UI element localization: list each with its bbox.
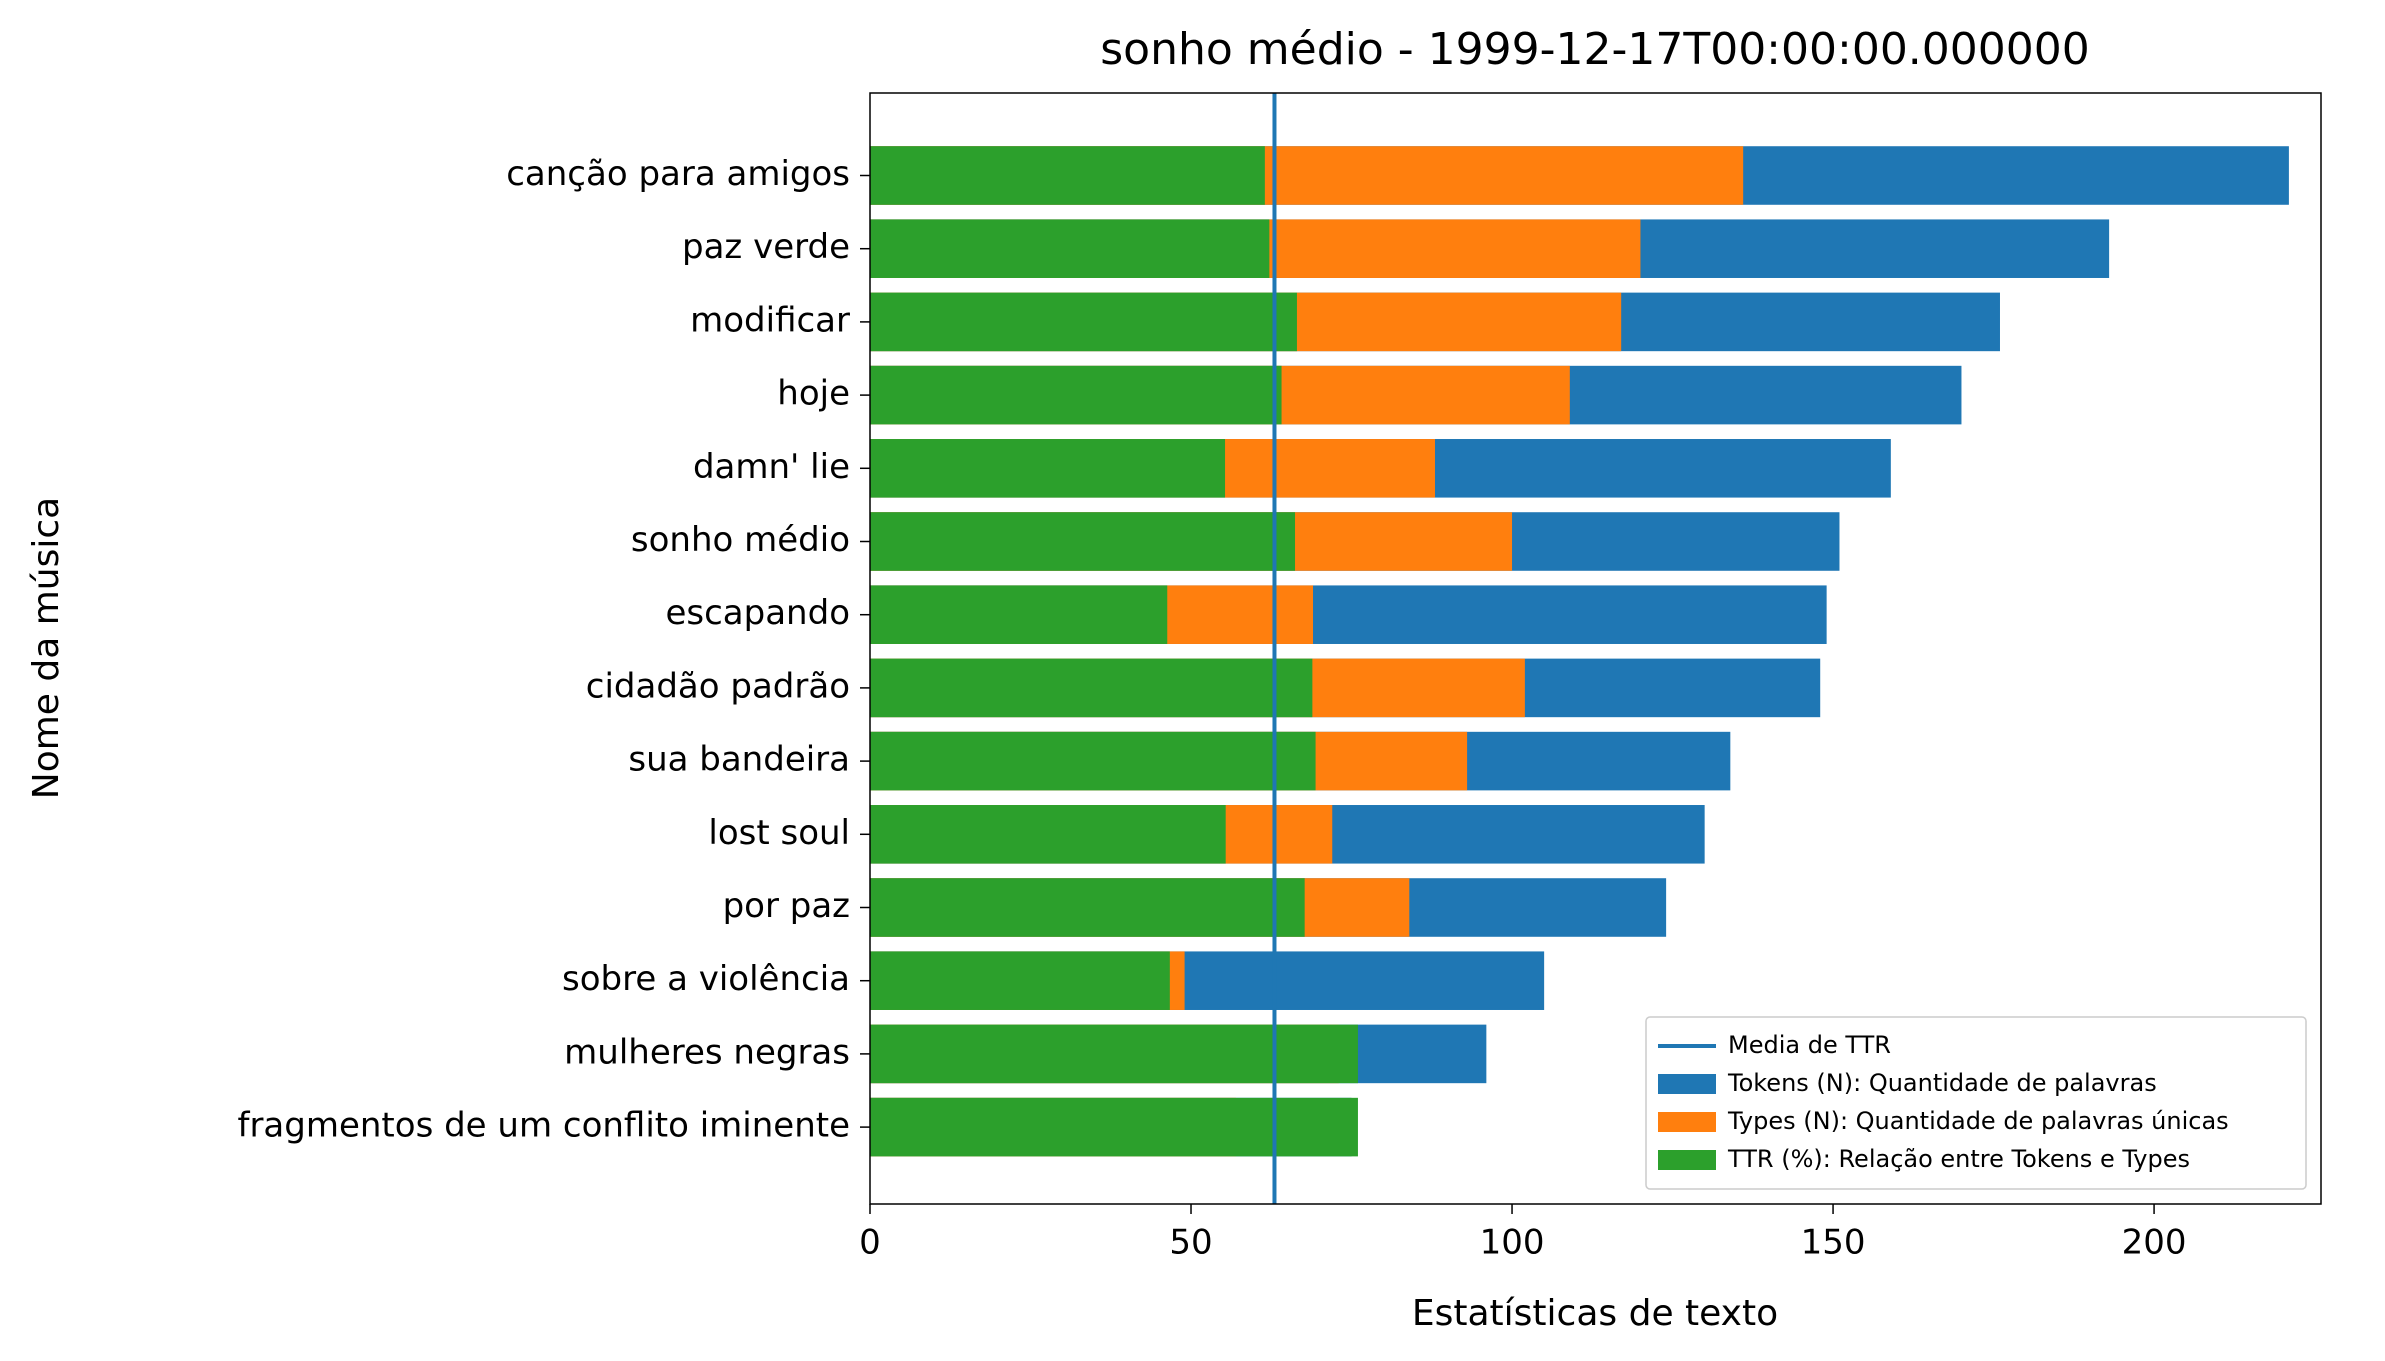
y-axis-label: Nome da música bbox=[26, 497, 67, 799]
legend: Media de TTR Tokens (N): Quantidade de pa… bbox=[1645, 1016, 2307, 1190]
axes-frame bbox=[869, 92, 2322, 1205]
bar bbox=[870, 1097, 1358, 1157]
bar bbox=[870, 439, 1226, 498]
y-tick-label: damn' lie bbox=[693, 447, 850, 487]
bar bbox=[870, 585, 1168, 644]
y-tick-label: canção para amigos bbox=[506, 154, 850, 194]
legend-label: Media de TTR bbox=[1728, 1031, 1891, 1059]
legend-swatch bbox=[1658, 1112, 1716, 1132]
x-tick-label: 0 bbox=[859, 1223, 881, 1263]
y-tick-label: paz verde bbox=[682, 227, 850, 267]
y-tick-label: fragmentos de um conflito iminente bbox=[237, 1106, 850, 1146]
x-tick-label: 50 bbox=[1169, 1223, 1212, 1263]
y-tick-label: modificar bbox=[690, 300, 850, 340]
bar bbox=[870, 658, 1313, 718]
bar bbox=[870, 292, 1297, 352]
bar bbox=[870, 878, 1305, 937]
bar bbox=[870, 951, 1170, 1010]
y-tick-label: sonho médio bbox=[631, 520, 850, 560]
y-tick-label: cidadão padrão bbox=[586, 666, 850, 706]
bar bbox=[870, 365, 1282, 425]
x-axis-label: Estatísticas de texto bbox=[1412, 1293, 1778, 1334]
x-tick-label: 150 bbox=[1801, 1223, 1866, 1263]
bar bbox=[870, 146, 1265, 205]
legend-swatch bbox=[1658, 1150, 1716, 1170]
y-tick-label: sobre a violência bbox=[562, 959, 850, 999]
x-tick-label: 200 bbox=[2122, 1223, 2187, 1263]
chart-title: sonho médio - 1999-12-17T00:00:00.000000 bbox=[1100, 24, 2090, 75]
legend-swatch bbox=[1658, 1074, 1716, 1094]
y-tick-label: mulheres negras bbox=[564, 1032, 850, 1072]
bar bbox=[870, 731, 1316, 791]
bar bbox=[870, 805, 1226, 864]
y-tick-label: sua bandeira bbox=[628, 740, 850, 780]
legend-box bbox=[1645, 1016, 2307, 1190]
y-tick-label: lost soul bbox=[708, 813, 850, 853]
legend-label: TTR (%): Relação entre Tokens e Types bbox=[1727, 1145, 2190, 1173]
x-tick-label: 100 bbox=[1480, 1223, 1545, 1263]
y-tick-label: por paz bbox=[723, 886, 850, 926]
y-tick-label: escapando bbox=[665, 593, 850, 633]
bar bbox=[870, 219, 1270, 278]
bar bbox=[870, 1024, 1358, 1084]
legend-label: Tokens (N): Quantidade de palavras bbox=[1727, 1069, 2157, 1097]
y-tick-label: hoje bbox=[777, 374, 850, 414]
legend-label: Types (N): Quantidade de palavras únicas bbox=[1727, 1107, 2229, 1135]
bar bbox=[870, 512, 1296, 571]
